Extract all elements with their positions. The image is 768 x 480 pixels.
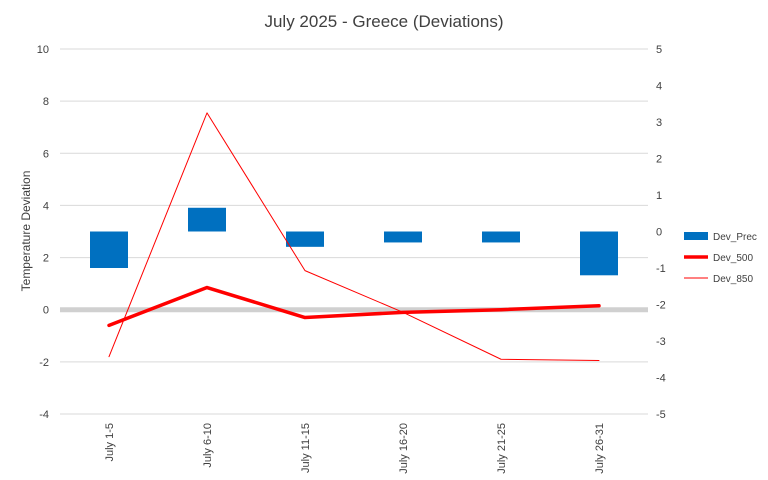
y2-tick-label: -1: [656, 263, 666, 275]
secondary-y-axis: -5 -4 -3 -2 -1 0 1 2 3 4 5: [656, 44, 666, 421]
y2-tick-label: -2: [656, 300, 666, 312]
bar: [580, 231, 618, 276]
y-tick-label: 8: [43, 96, 49, 108]
x-tick-label: July 16-20: [398, 423, 410, 474]
x-tick-label: July 21-25: [496, 423, 508, 474]
bar: [90, 231, 128, 268]
bar: [384, 231, 422, 243]
legend: Dev_Prec Dev_500 Dev_850: [684, 232, 757, 285]
y-tick-label: -2: [39, 357, 49, 369]
bar: [286, 231, 324, 247]
x-tick-label: July 6-10: [202, 423, 214, 468]
legend-label: Dev_850: [713, 274, 753, 285]
line-dev-850: [108, 112, 600, 362]
legend-label: Dev_500: [713, 253, 753, 264]
line-series: [107, 112, 601, 362]
bar-series: [90, 207, 618, 276]
bar: [188, 207, 226, 232]
y2-tick-label: 1: [656, 190, 662, 202]
y-tick-label: 10: [37, 44, 49, 56]
x-axis: July 1-5 July 6-10 July 11-15 July 16-20 Jul…: [104, 423, 606, 474]
y-tick-label: 0: [43, 305, 49, 317]
bar: [482, 231, 520, 243]
x-tick-label: July 1-5: [104, 423, 116, 462]
y2-tick-label: 4: [656, 81, 662, 93]
line-dev-500: [107, 285, 601, 328]
y2-tick-label: 0: [656, 227, 662, 239]
chart-title: July 2025 - Greece (Deviations): [264, 12, 503, 31]
x-tick-label: July 26-31: [594, 423, 606, 474]
y-tick-label: 2: [43, 253, 49, 265]
legend-swatch: [684, 232, 708, 240]
gridlines: [60, 48, 648, 415]
y2-tick-label: -5: [656, 409, 666, 421]
y2-tick-label: 3: [656, 117, 662, 129]
primary-y-axis: -4 -2 0 2 4 6 8 10: [37, 44, 49, 421]
y-tick-label: 4: [43, 200, 49, 212]
x-tick-label: July 11-15: [300, 423, 312, 473]
y2-tick-label: -3: [656, 336, 666, 348]
y2-tick-label: 2: [656, 154, 662, 166]
legend-label: Dev_Prec: [713, 232, 757, 243]
y-tick-label: 6: [43, 148, 49, 160]
y2-tick-label: -4: [656, 373, 666, 385]
y-tick-label: -4: [39, 409, 49, 421]
y-axis-label: Temperature Deviation: [19, 171, 33, 292]
y2-tick-label: 5: [656, 44, 662, 56]
